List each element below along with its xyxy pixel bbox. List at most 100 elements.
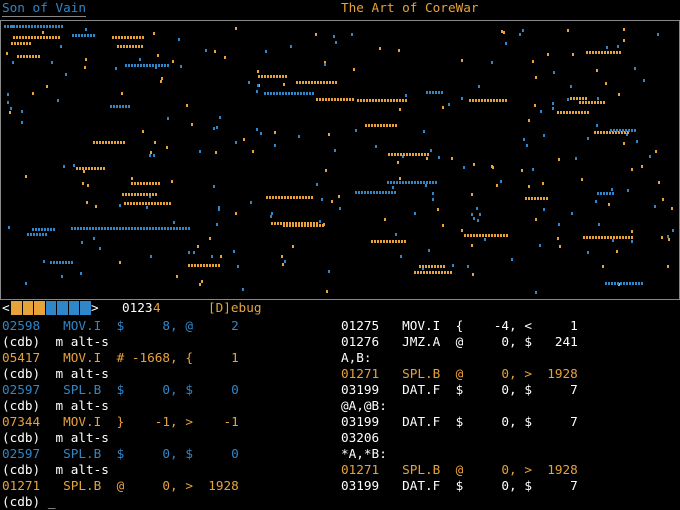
- core-cell: [594, 101, 596, 104]
- core-cell: [438, 156, 440, 159]
- core-cell: [506, 234, 508, 237]
- core-cell: [299, 196, 301, 199]
- core-cell: [215, 264, 217, 267]
- core-cell: [81, 34, 83, 37]
- core-cell: [601, 236, 603, 239]
- core-cell: [325, 169, 327, 172]
- core-cell: [467, 234, 469, 237]
- core-cell: [289, 224, 291, 227]
- core-cell: [199, 150, 201, 153]
- core-cell: [378, 99, 380, 102]
- core-cell: [213, 127, 215, 130]
- core-cell: [264, 92, 266, 95]
- core-cell: [534, 197, 536, 200]
- core-cell: [387, 99, 389, 102]
- core-cell: [148, 202, 150, 205]
- core-cell: [668, 238, 670, 241]
- core-cell: [597, 192, 599, 195]
- core-cell: [490, 99, 492, 102]
- core-cell: [258, 75, 260, 78]
- core-cell: [546, 197, 548, 200]
- core-cell: [76, 167, 78, 170]
- console-line: 01275 MOV.I { -4, < 1: [341, 318, 578, 333]
- console-line: 07344 MOV.I } -1, > -1: [2, 414, 239, 429]
- core-cell: [296, 81, 298, 84]
- core-cell: [133, 202, 135, 205]
- core-cell: [617, 282, 619, 285]
- core-cell: [627, 131, 629, 134]
- core-cell: [337, 98, 339, 101]
- core-cell: [119, 227, 121, 230]
- core-cell: [412, 153, 414, 156]
- core-cell: [194, 264, 196, 267]
- core-cell: [290, 196, 292, 199]
- core-cell: [553, 71, 555, 74]
- core-cell: [331, 98, 333, 101]
- core-cell: [403, 153, 405, 156]
- core-cell: [608, 282, 610, 285]
- core-cell: [405, 94, 407, 97]
- core-cell: [65, 73, 67, 76]
- core-cell: [616, 129, 618, 132]
- core-cell: [423, 130, 425, 133]
- console-line: 01276 JMZ.A @ 0, $ 241: [341, 334, 578, 349]
- core-cell: [643, 79, 645, 82]
- core-cell: [437, 208, 439, 211]
- core-cell: [248, 81, 250, 84]
- core-cell: [101, 227, 103, 230]
- core-cell: [6, 52, 8, 55]
- core-cell: [631, 129, 633, 132]
- core-cell: [375, 145, 377, 148]
- core-cell: [499, 99, 501, 102]
- core-cell: [526, 144, 528, 147]
- core-cell: [426, 91, 428, 94]
- core-cell: [432, 192, 434, 195]
- core-cell: [437, 265, 439, 268]
- core-cell: [136, 36, 138, 39]
- core-cell: [438, 91, 440, 94]
- core-cell: [476, 207, 478, 210]
- debug-label[interactable]: [D]ebug: [208, 300, 262, 315]
- console-line: 03199 DAT.F $ 0, $ 7: [341, 414, 578, 429]
- core-cell: [95, 227, 97, 230]
- core-cell: [58, 36, 60, 39]
- core-cell: [581, 178, 583, 181]
- core-cell: [618, 93, 620, 96]
- core-cell: [334, 98, 336, 101]
- core-cell: [597, 131, 599, 134]
- core-cell: [149, 193, 151, 196]
- core-cell: [97, 167, 99, 170]
- core-cell: [470, 234, 472, 237]
- core-cell: [121, 92, 123, 95]
- core-cell: [113, 105, 115, 108]
- core-cell: [139, 36, 141, 39]
- core-cell: [46, 25, 48, 28]
- core-cell: [146, 182, 148, 185]
- core-cell: [598, 236, 600, 239]
- core-cell: [324, 63, 326, 66]
- core-cell: [589, 51, 591, 54]
- core-cell: [82, 167, 84, 170]
- core-cell: [171, 180, 173, 183]
- core-cell: [137, 182, 139, 185]
- core-cell: [166, 202, 168, 205]
- core-cell: [442, 224, 444, 227]
- core-cell: [146, 64, 148, 67]
- console-line: 03199 DAT.F $ 0, $ 7: [341, 478, 578, 493]
- core-cell: [32, 92, 34, 95]
- core-cell: [451, 157, 453, 160]
- core-cell: [626, 133, 628, 136]
- core-cell: [627, 189, 629, 192]
- core-cell: [261, 75, 263, 78]
- core-cell: [120, 45, 122, 48]
- core-cell: [25, 282, 27, 285]
- core-cell: [535, 218, 537, 221]
- core-cell: [25, 175, 27, 178]
- core-cell: [392, 186, 394, 189]
- core-cell: [395, 124, 397, 127]
- core-cell: [137, 64, 139, 67]
- core-cell: [369, 99, 371, 102]
- core-cell: [130, 36, 132, 39]
- core-cell: [484, 99, 486, 102]
- core-cell: [305, 81, 307, 84]
